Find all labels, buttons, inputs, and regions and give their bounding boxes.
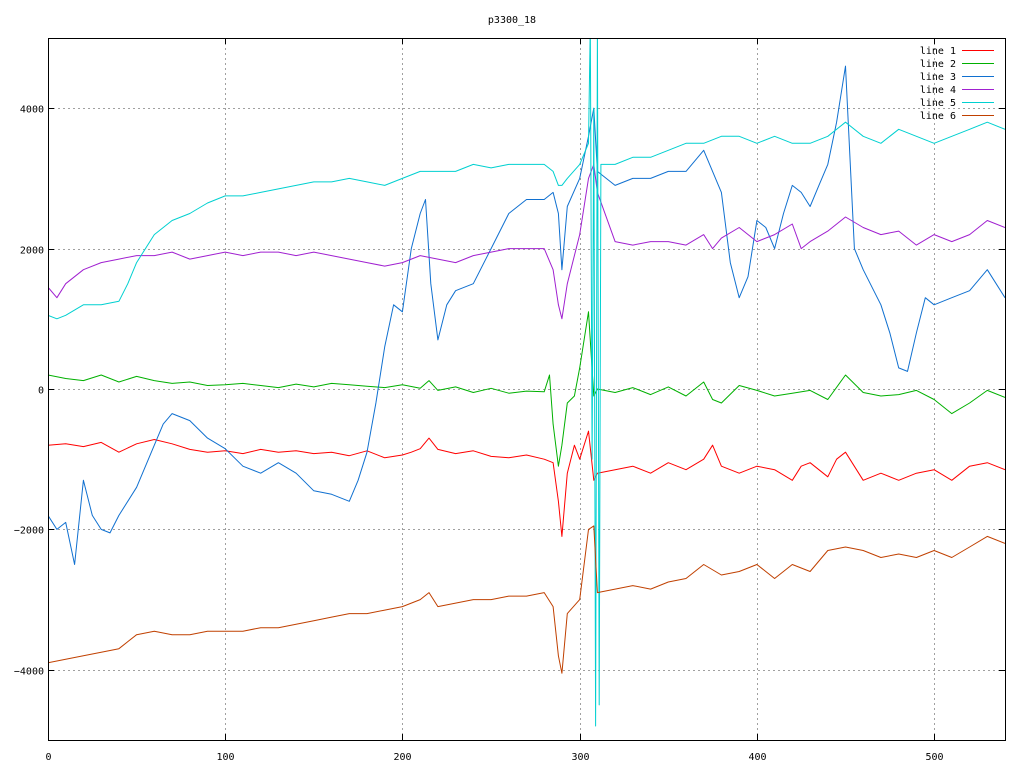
x-tick-label: 0: [45, 752, 51, 763]
y-tick-label: −2000: [14, 526, 44, 537]
x-tick-label: 100: [216, 752, 234, 763]
x-tick-label: 400: [748, 752, 766, 763]
series-layer: [48, 38, 1005, 727]
grid: [48, 38, 1005, 740]
legend-label-4: line 4: [920, 85, 956, 96]
plot-frame: [48, 38, 1006, 741]
x-tick-label: 200: [393, 752, 411, 763]
x-tick-label: 300: [571, 752, 589, 763]
series-line-3: [48, 65, 1005, 565]
legend-label-3: line 3: [920, 72, 956, 83]
y-tick-label: 4000: [20, 105, 44, 116]
series-line-6: [48, 525, 1005, 674]
series-line-5: [48, 38, 1005, 727]
x-tick-label: 500: [925, 752, 943, 763]
legend-label-6: line 6: [920, 111, 956, 122]
series-line-1: [48, 430, 1005, 537]
series-line-4: [48, 163, 1005, 320]
y-tick-label: −4000: [14, 667, 44, 678]
legend-label-2: line 2: [920, 59, 956, 70]
y-tick-label: 2000: [20, 246, 44, 257]
series-line-2: [48, 311, 1005, 467]
y-tick-label: 0: [38, 386, 44, 397]
legend-label-5: line 5: [920, 98, 956, 109]
legend-label-1: line 1: [920, 46, 956, 57]
chart-title: p3300_18: [488, 15, 536, 26]
legend: line 1 line 2 line 3 line 4 line 5 line 6: [920, 46, 994, 122]
axes: 0 100 200 300 400 500 −4000 −2000 0 2000 4000: [14, 38, 1005, 763]
